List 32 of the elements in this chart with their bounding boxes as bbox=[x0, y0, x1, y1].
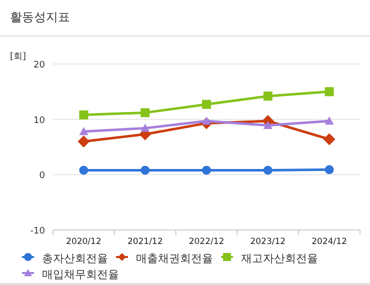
point bbox=[323, 133, 336, 146]
point bbox=[79, 127, 88, 136]
x-tick-label: 2024/12 bbox=[312, 237, 347, 247]
point bbox=[324, 116, 334, 125]
point bbox=[263, 166, 272, 175]
y-axis-title: [회] bbox=[10, 52, 26, 62]
y-tick-label: -10 bbox=[30, 226, 46, 236]
point bbox=[78, 135, 90, 148]
point bbox=[140, 124, 150, 132]
legend-label: 총자산회전율 bbox=[42, 252, 108, 265]
point bbox=[263, 120, 272, 130]
point bbox=[202, 116, 211, 125]
x-tick-label: 2022/12 bbox=[188, 237, 224, 247]
x-tick-label: 2021/12 bbox=[127, 237, 163, 247]
legend-label: 매입채무회전율 bbox=[42, 268, 119, 281]
point bbox=[202, 166, 211, 175]
y-tick-label: 10 bbox=[34, 116, 46, 126]
y-tick-label: 0 bbox=[39, 171, 46, 182]
legend-label: 재고자산회전율 bbox=[241, 252, 318, 265]
point bbox=[202, 100, 211, 109]
x-tick-label: 2020/12 bbox=[66, 237, 102, 247]
title: 활동성지표 bbox=[10, 10, 70, 24]
point bbox=[140, 108, 150, 118]
x-tick-label: 2023/12 bbox=[250, 237, 286, 247]
point bbox=[140, 166, 150, 175]
point bbox=[79, 110, 88, 120]
point bbox=[324, 165, 334, 174]
point bbox=[79, 166, 88, 175]
point bbox=[324, 87, 334, 96]
y-tick-label: 20 bbox=[34, 60, 46, 70]
point bbox=[263, 92, 272, 101]
legend-label: 매출채권회전율 bbox=[136, 252, 213, 265]
